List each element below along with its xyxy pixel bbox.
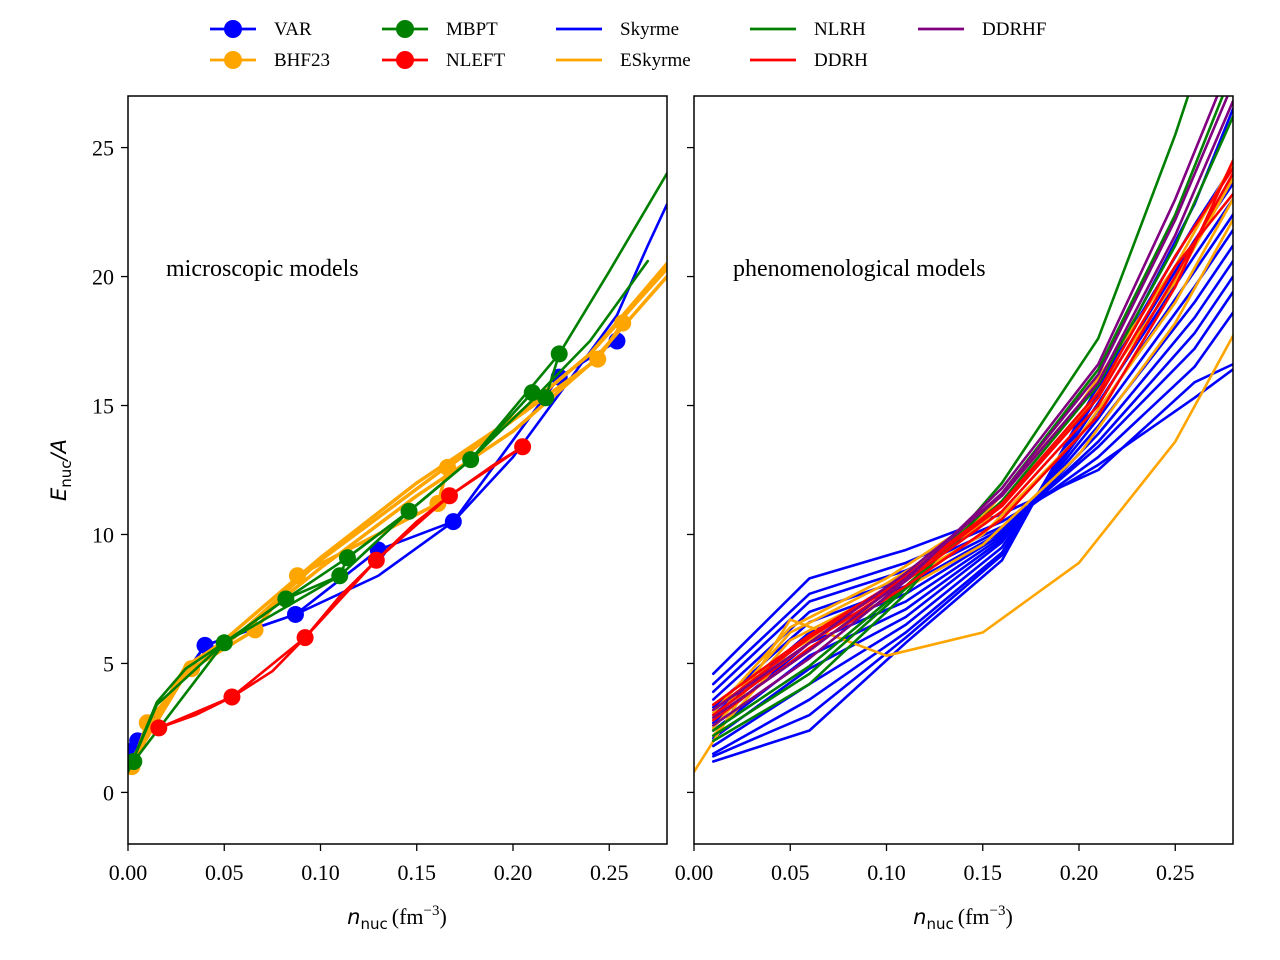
left-axes-frame	[127, 95, 668, 845]
left-y-tick-label: 5	[103, 651, 114, 676]
right-series-group	[694, 96, 1233, 774]
right-x-tick-label: 0.05	[771, 860, 810, 885]
right-series-line-eskyrme	[711, 197, 1233, 730]
legend-marker	[396, 20, 414, 38]
left-x-axis-label-close: )	[439, 904, 446, 929]
left-y-tick-label: 20	[92, 265, 114, 290]
legend-entry-nlrh: NLRH	[750, 19, 866, 40]
legend-label: NLEFT	[446, 50, 506, 71]
left-y-tick-label: 15	[92, 394, 114, 419]
right-series-line-ddrh	[711, 159, 1233, 722]
right-series-line-eskyrme	[694, 334, 1233, 774]
right-x-axis-label-main: n	[913, 905, 926, 929]
left-y-tick-label: 0	[103, 780, 114, 805]
legend: VAR BHF23 MBPT NLEFT Skyrme ESkyrme NLRH DDRH DD…	[210, 19, 1046, 71]
left-series-group	[128, 172, 667, 776]
legend-entry-eskyrme: ESkyrme	[556, 50, 691, 71]
left-x-tick-label: 0.20	[494, 860, 533, 885]
right-x-tick-label: 0.25	[1156, 860, 1195, 885]
right-x-tick-label: 0.00	[675, 860, 714, 885]
y-axis-label-main: E	[47, 487, 71, 501]
left-x-tick-label: 0.00	[109, 860, 148, 885]
legend-entry-nleft: NLEFT	[382, 50, 506, 71]
panel-phenomenological: 0.00 0.05 0.10 0.15 0.20 0.25 phenomenologica…	[675, 95, 1234, 885]
left-series-line-mbpt	[128, 172, 667, 774]
left-series-line-bhf23	[128, 274, 667, 771]
right-series-line-ddrh	[711, 192, 1233, 712]
right-series-line-ddrhf	[711, 96, 1219, 727]
left-x-ticks: 0.00 0.05 0.10 0.15 0.20 0.25	[109, 844, 629, 885]
legend-label: Skyrme	[620, 19, 679, 40]
right-y-ticks	[687, 146, 694, 794]
legend-entry-ddrh: DDRH	[750, 50, 868, 71]
right-x-tick-label: 0.20	[1060, 860, 1099, 885]
right-x-axis-label-unit: (fm	[958, 904, 990, 929]
legend-entry-bhf23: BHF23	[210, 50, 330, 71]
left-x-axis-label-unit: (fm	[392, 904, 424, 929]
right-x-axis-label: nnuc (fm−3)	[913, 903, 1013, 933]
right-panel-annotation: phenomenological models	[733, 256, 986, 282]
y-axis-label-tail: /A	[47, 439, 71, 462]
left-x-axis-label-main: n	[347, 905, 360, 929]
right-x-axis-label-close: )	[1005, 904, 1012, 929]
right-series-line-ddrh	[711, 166, 1233, 707]
left-x-axis-label-sub: nuc	[360, 915, 387, 933]
right-axes-frame	[693, 95, 1234, 845]
left-y-ticks: 0 5 10 15 20 25	[92, 136, 128, 805]
left-x-tick-label: 0.05	[205, 860, 244, 885]
left-y-tick-label: 25	[92, 136, 114, 161]
right-series-line-skyrme	[711, 213, 1233, 740]
legend-marker	[224, 51, 242, 69]
legend-label: ESkyrme	[620, 50, 691, 71]
legend-marker	[396, 51, 414, 69]
legend-entry-skyrme: Skyrme	[556, 19, 679, 40]
right-series-line-nlrh	[711, 115, 1233, 732]
right-x-tick-label: 0.15	[964, 860, 1003, 885]
right-series-line-skyrme	[711, 368, 1233, 686]
legend-label: NLRH	[814, 19, 866, 40]
left-series-line-mbpt	[128, 259, 650, 774]
left-y-tick-label: 10	[92, 522, 114, 547]
left-x-tick-label: 0.10	[301, 860, 340, 885]
right-x-axis-label-exp: −3	[990, 903, 1006, 919]
legend-label: BHF23	[274, 50, 330, 71]
legend-entry-ddrhf: DDRHF	[918, 19, 1046, 40]
right-x-ticks: 0.00 0.05 0.10 0.15 0.20 0.25	[675, 844, 1195, 885]
left-x-axis-label: nnuc (fm−3)	[347, 903, 447, 933]
legend-entry-mbpt: MBPT	[382, 19, 498, 40]
right-x-tick-label: 0.10	[867, 860, 906, 885]
right-series-line-skyrme	[711, 290, 1233, 701]
left-x-tick-label: 0.25	[590, 860, 629, 885]
left-marker-mbpt	[537, 389, 555, 407]
right-series-line-nlrh	[711, 96, 1190, 743]
left-series-line-nleft	[157, 445, 524, 730]
right-series-line-skyrme	[711, 259, 1233, 717]
legend-label: VAR	[274, 19, 312, 40]
legend-marker	[224, 20, 242, 38]
right-x-axis-label-sub: nuc	[926, 915, 953, 933]
left-series-line-bhf23	[128, 267, 667, 769]
legend-label: DDRH	[814, 50, 868, 71]
legend-label: MBPT	[446, 19, 498, 40]
left-panel-annotation: microscopic models	[166, 256, 359, 282]
y-axis-label-sub: nuc	[57, 460, 75, 487]
legend-label: DDRHF	[982, 19, 1046, 40]
left-marker-bhf23	[589, 350, 607, 368]
panel-microscopic: 0.00 0.05 0.10 0.15 0.20 0.25 0 5 10 15 20 25 micr…	[92, 95, 668, 885]
y-axis-label: Enuc/A	[47, 439, 75, 501]
right-series-line-ddrhf	[711, 96, 1229, 719]
left-x-tick-label: 0.15	[398, 860, 437, 885]
left-x-axis-label-exp: −3	[424, 903, 440, 919]
legend-entry-var: VAR	[210, 19, 312, 40]
right-series-line-ddrhf	[711, 99, 1233, 712]
